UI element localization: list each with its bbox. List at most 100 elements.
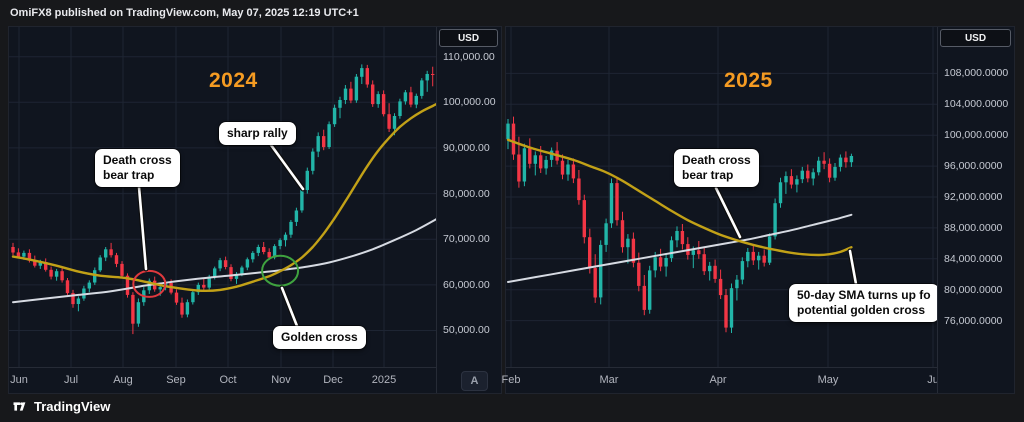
annotation-sma-upturn[interactable]: 50-day SMA turns up fo potential golden c… xyxy=(789,284,939,322)
candle-body xyxy=(729,288,734,328)
candlestick-chart-2025[interactable] xyxy=(506,27,938,367)
candle-body xyxy=(571,164,576,179)
time-tick-label: Dec xyxy=(323,374,343,386)
candle-body xyxy=(76,298,81,304)
death-cross-circle[interactable] xyxy=(132,269,167,298)
candle-body xyxy=(185,302,190,315)
time-tick-label: Nov xyxy=(271,374,291,386)
candlestick-chart-2024[interactable] xyxy=(9,27,437,367)
candle-body xyxy=(409,92,413,105)
candle-body xyxy=(387,114,391,129)
time-axis[interactable]: Feb Mar Apr May Ju xyxy=(502,367,1014,393)
time-tick-label: Apr xyxy=(709,374,727,386)
candle-body xyxy=(713,265,717,279)
candle-body xyxy=(213,268,217,277)
candle-body xyxy=(506,123,510,140)
candle-body xyxy=(806,170,810,179)
candle-body xyxy=(549,150,554,160)
candle-body xyxy=(425,74,429,81)
callout-tail xyxy=(714,186,742,239)
candle-body xyxy=(784,176,788,183)
candle-body xyxy=(795,179,799,185)
candle-body xyxy=(16,252,21,257)
time-axis[interactable]: Jun Jul Aug Sep Oct Nov Dec 2025 xyxy=(9,367,501,393)
candle-body xyxy=(93,270,97,283)
candle-body xyxy=(22,252,26,257)
candle-body xyxy=(229,267,233,279)
candle-body xyxy=(262,247,266,252)
sma-50-line xyxy=(506,138,853,257)
candle-body xyxy=(403,92,408,102)
time-tick-label: Sep xyxy=(166,374,186,386)
price-tick-label: 100,000.0000 xyxy=(944,129,1009,141)
price-tick-label: 84,000.0000 xyxy=(944,253,1003,265)
candle-body xyxy=(833,166,837,178)
candle-body xyxy=(283,234,288,241)
time-tick-label: 2025 xyxy=(371,374,397,386)
annotation-golden-cross[interactable]: Golden cross xyxy=(273,326,366,349)
chart-panel-2024: 2024 sharp rally Death cross bear trap Gold… xyxy=(8,26,502,394)
currency-button[interactable]: USD xyxy=(439,29,498,47)
callout-tail xyxy=(848,249,858,286)
candle-body xyxy=(588,237,592,269)
price-tick-label: 50,000.00 xyxy=(443,324,490,336)
price-tick-label: 96,000.0000 xyxy=(944,160,1003,172)
candle-body xyxy=(560,160,565,175)
candle-body xyxy=(11,247,15,253)
candle-body xyxy=(125,275,130,295)
candle-body xyxy=(180,302,184,315)
year-label-2024: 2024 xyxy=(209,69,258,92)
candle-body xyxy=(620,220,625,248)
price-tick-label: 100,000.00 xyxy=(443,96,496,108)
annotation-death-cross-bear-trap[interactable]: Death cross bear trap xyxy=(95,149,180,187)
candle-body xyxy=(294,210,299,222)
candle-body xyxy=(658,257,663,267)
price-tick-label: 60,000.00 xyxy=(443,279,490,291)
candle-body xyxy=(191,292,195,303)
candle-body xyxy=(196,284,200,293)
candle-body xyxy=(735,279,739,289)
annotation-death-cross-bear-trap-2025[interactable]: Death cross bear trap xyxy=(674,149,759,187)
candle-body xyxy=(316,136,320,152)
candle-body xyxy=(533,155,537,164)
currency-button[interactable]: USD xyxy=(940,29,1011,47)
price-tick-label: 88,000.0000 xyxy=(944,222,1003,234)
candle-body xyxy=(697,250,701,255)
candle-body xyxy=(615,183,619,221)
candle-body xyxy=(245,259,250,268)
candle-body xyxy=(251,252,255,260)
candle-body xyxy=(354,76,359,101)
golden-cross-circle[interactable] xyxy=(261,254,300,287)
candle-body xyxy=(626,238,630,248)
candle-body xyxy=(718,278,723,296)
annotation-layer: Death cross bear trap 50-day SMA turns up … xyxy=(506,27,1014,393)
sma-50-line xyxy=(11,102,437,293)
annotation-sharp-rally[interactable]: sharp rally xyxy=(219,122,296,145)
price-tick-label: 108,000.0000 xyxy=(944,67,1009,79)
price-scale[interactable]: USD 110,000.00 100,000.00 90,000.00 80,000.… xyxy=(436,27,501,393)
candle-body xyxy=(517,154,521,182)
candle-body xyxy=(109,249,113,256)
candle-body xyxy=(566,164,570,175)
time-tick-label: May xyxy=(817,374,839,386)
candle-body xyxy=(392,116,397,129)
price-scale[interactable]: USD 108,000.0000 104,000.0000 100,000.0000… xyxy=(937,27,1014,393)
auto-scale-button[interactable]: A xyxy=(461,371,488,391)
candle-body xyxy=(544,159,548,169)
candle-body xyxy=(65,280,70,294)
time-tick-label: Jun xyxy=(10,374,28,386)
candle-body xyxy=(300,189,304,211)
candle-body xyxy=(669,240,674,259)
price-tick-label: 90,000.00 xyxy=(443,142,490,154)
candle-body xyxy=(838,157,843,167)
candle-body xyxy=(131,294,135,324)
candle-body xyxy=(332,107,337,125)
candle-body xyxy=(702,254,706,272)
footer-brand: TradingView xyxy=(10,398,110,415)
candle-body xyxy=(849,156,854,163)
candle-body xyxy=(120,263,124,276)
candle-body xyxy=(680,231,685,245)
candle-body xyxy=(60,271,64,281)
sma-200-line xyxy=(12,217,437,304)
candle-body xyxy=(158,287,162,290)
